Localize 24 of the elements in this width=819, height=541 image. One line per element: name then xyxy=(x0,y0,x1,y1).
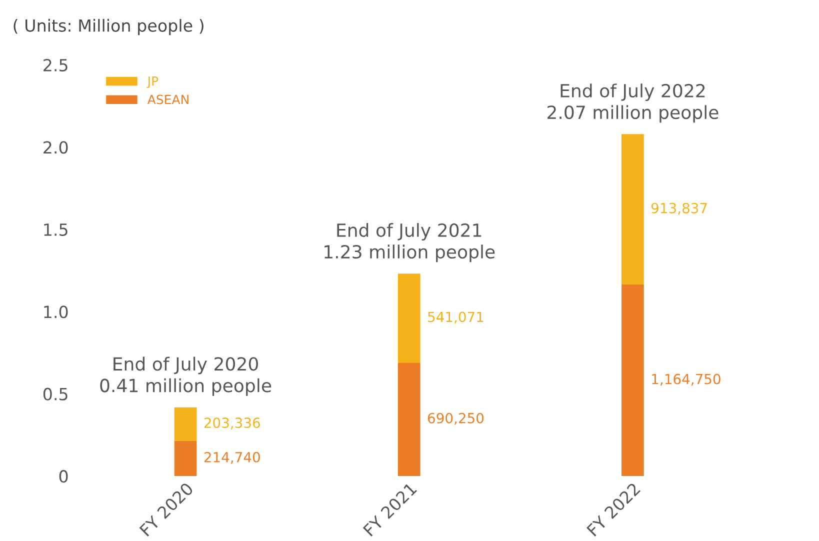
annotation: 690,250 xyxy=(428,412,484,425)
y-tick-label: 0 xyxy=(59,470,68,483)
total-label: End of July 2020 0.41 million people xyxy=(100,356,272,396)
total-label: End of July 2022 2.07 million people xyxy=(548,84,718,123)
bar xyxy=(398,274,420,363)
y-tick-label: 2.0 xyxy=(44,141,68,154)
y-tick-label: 1.5 xyxy=(44,224,68,236)
total-label: End of July 2021 1.23 million people xyxy=(324,223,495,262)
annotation: 1,164,750 xyxy=(652,374,720,386)
annotation: 541,071 xyxy=(428,312,484,324)
y-tick-label: 0.5 xyxy=(43,388,68,400)
legend-label: ASEAN xyxy=(147,94,188,104)
bar xyxy=(398,362,420,476)
bar xyxy=(622,284,644,476)
chart-title: ( Units: Million people ) xyxy=(14,18,204,36)
y-tick-label: 2.5 xyxy=(44,58,68,72)
bar xyxy=(174,407,197,441)
y-tick-label: 1.0 xyxy=(44,306,68,318)
annotation: 203,336 xyxy=(204,418,260,430)
legend-label: JP xyxy=(146,76,158,88)
bar xyxy=(622,134,644,284)
bar xyxy=(174,440,197,476)
annotation: 214,740 xyxy=(204,452,260,464)
annotation: 913,837 xyxy=(651,202,707,215)
